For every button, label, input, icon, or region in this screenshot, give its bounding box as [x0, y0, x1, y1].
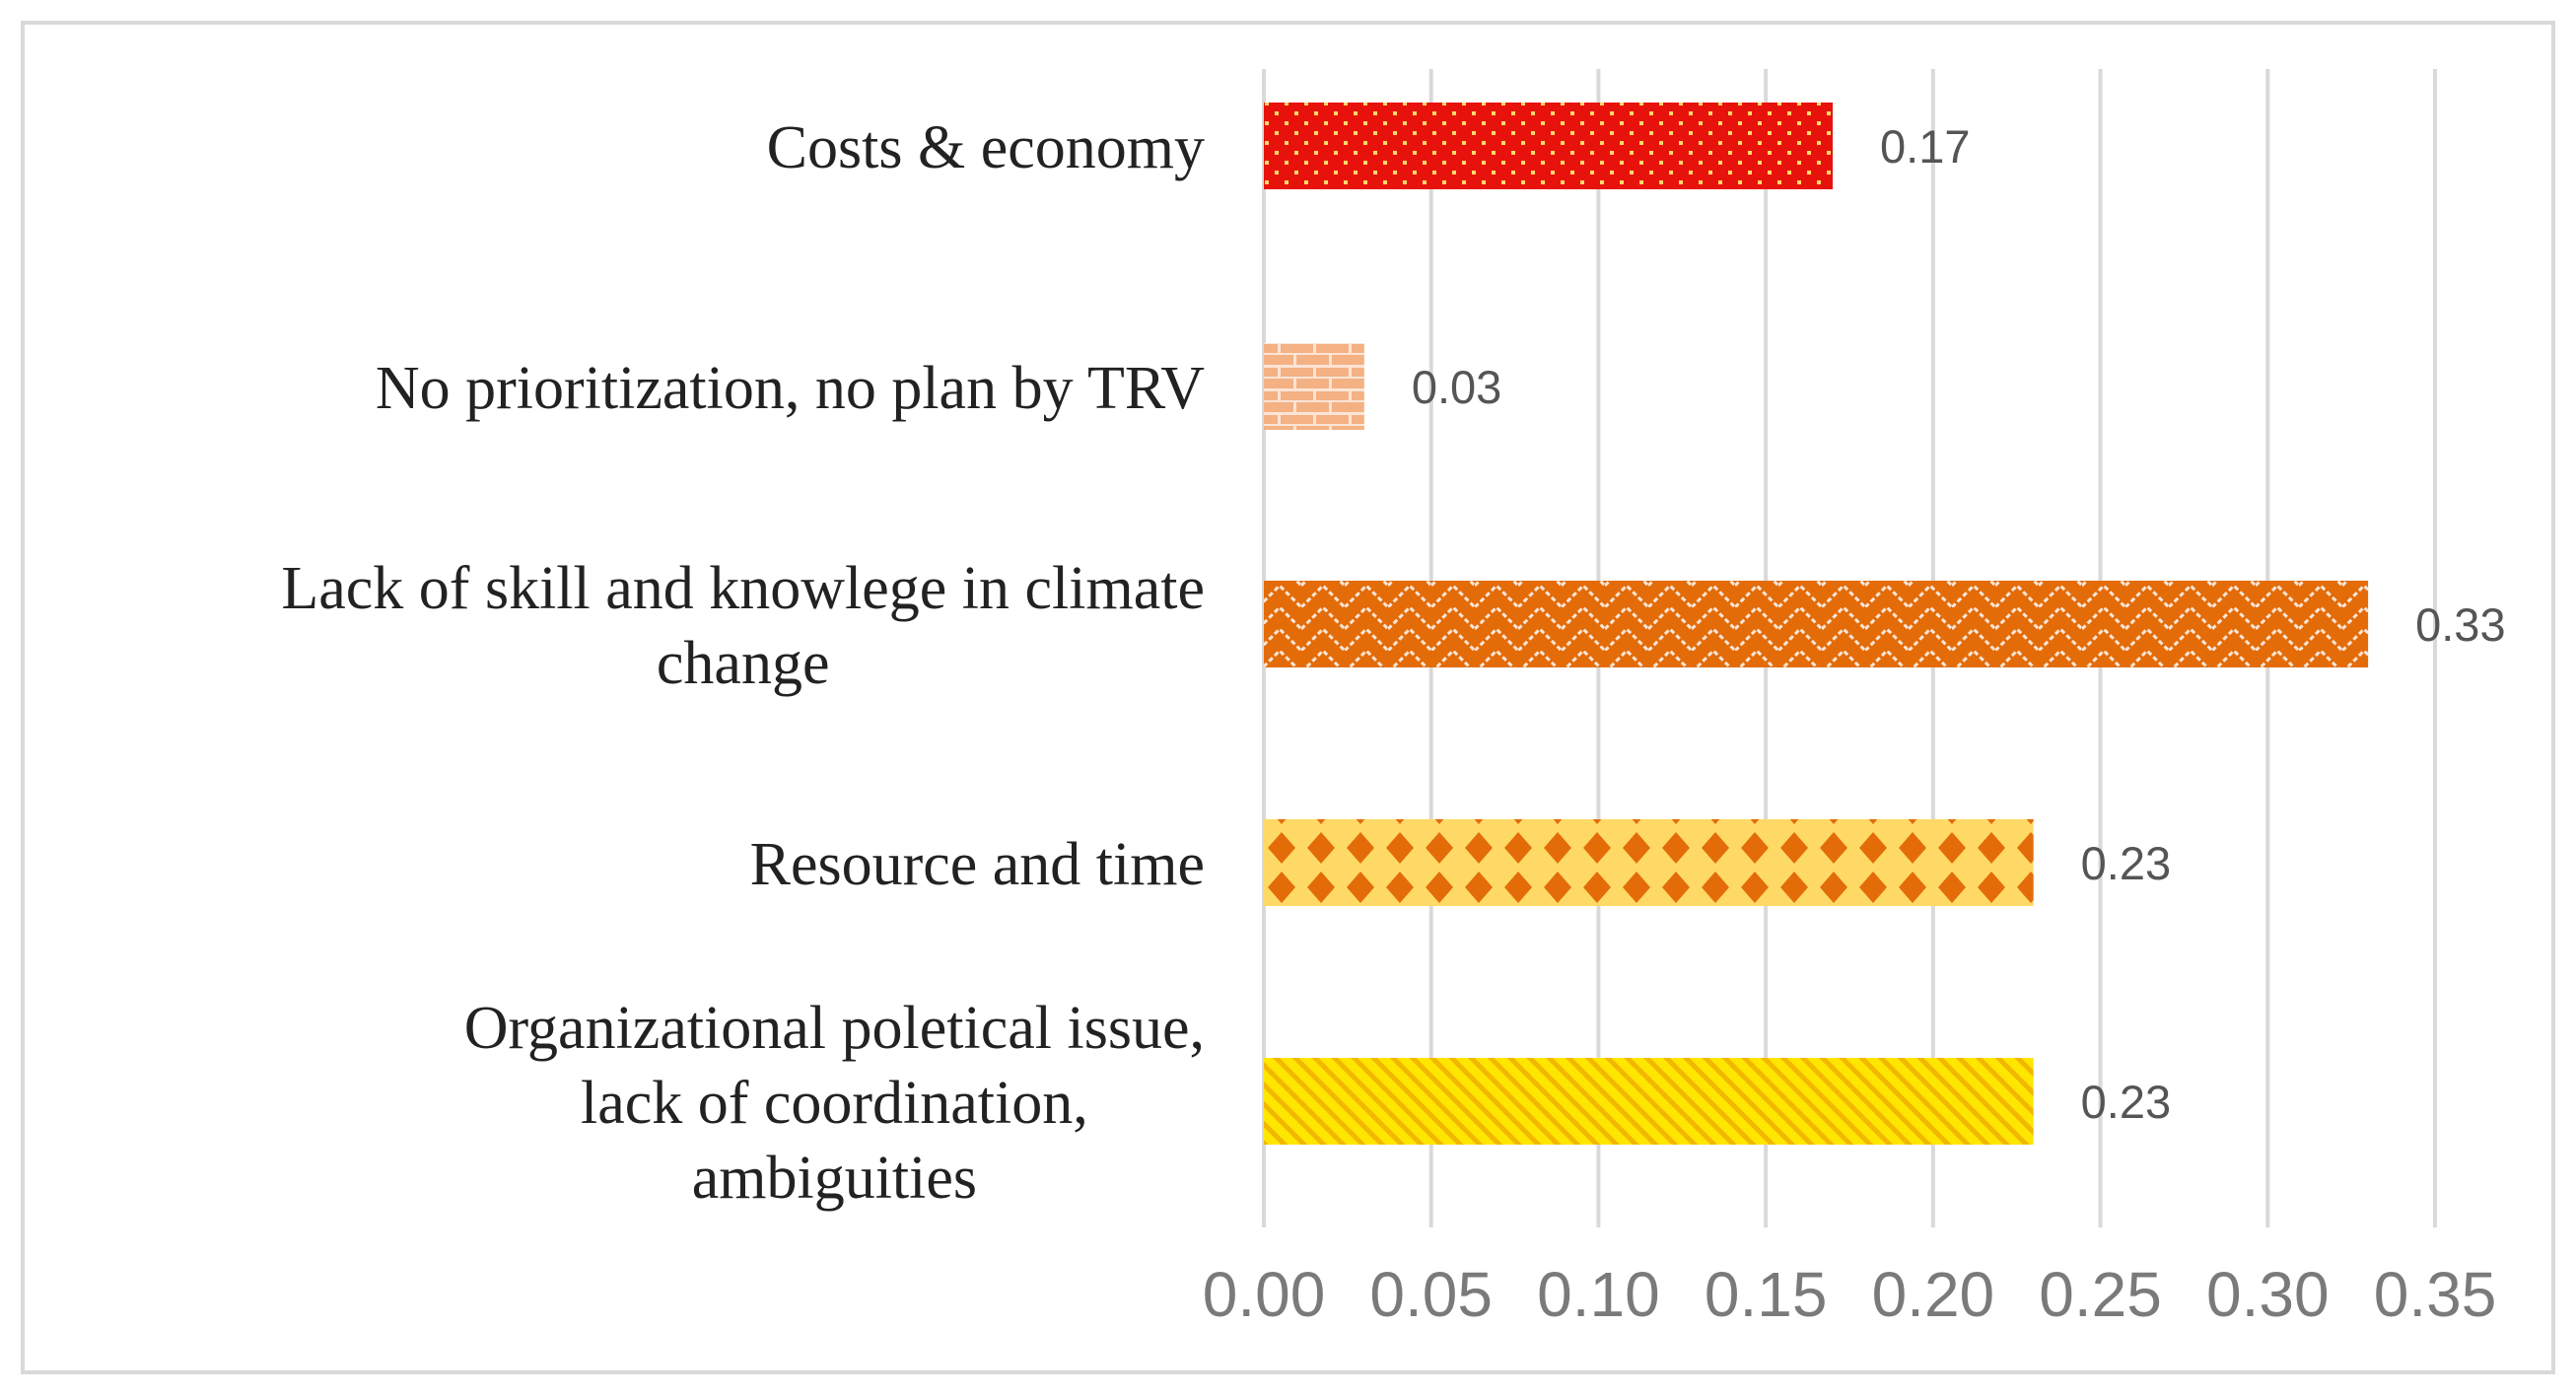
x-axis-ticks: 0.00 0.05 0.10 0.15 0.20 0.25 0.30 0.35 [1203, 1259, 2497, 1330]
bar-0 [1264, 103, 1834, 189]
category-label-4-line-0: Organizational poletical issue, [464, 995, 1205, 1062]
x-tick-label-5: 0.25 [2039, 1259, 2162, 1330]
bar-4 [1264, 1058, 2034, 1145]
data-label-2: 0.33 [2415, 598, 2505, 651]
bar-3 [1264, 819, 2034, 906]
category-labels: Costs & economy No prioritization, no pla… [281, 114, 1205, 1212]
data-label-4: 0.23 [2081, 1076, 2171, 1128]
data-labels: 0.17 0.03 0.33 0.23 0.23 [1412, 120, 2506, 1128]
x-tick-label-3: 0.15 [1705, 1259, 1828, 1330]
x-tick-label-7: 0.35 [2374, 1259, 2497, 1330]
category-label-2-line-0: Lack of skill and knowlege in climate [281, 555, 1205, 622]
bar-2 [1264, 581, 2369, 667]
category-label-4-line-1: lack of coordination, [581, 1070, 1088, 1137]
data-label-0: 0.17 [1880, 120, 1970, 173]
x-tick-label-4: 0.20 [1872, 1259, 1995, 1330]
data-label-1: 0.03 [1412, 361, 1501, 413]
data-label-3: 0.23 [2081, 837, 2171, 889]
category-label-0-line-0: Costs & economy [767, 114, 1205, 181]
x-tick-label-2: 0.10 [1537, 1259, 1660, 1330]
bars [1264, 103, 2369, 1145]
chart-frame [21, 21, 2555, 1374]
bar-1 [1264, 343, 1364, 430]
category-label-2-line-1: change [657, 630, 830, 697]
category-label-3-line-0: Resource and time [750, 831, 1205, 898]
x-tick-label-6: 0.30 [2206, 1259, 2330, 1330]
x-tick-label-1: 0.05 [1369, 1259, 1493, 1330]
x-tick-label-0: 0.00 [1203, 1259, 1326, 1330]
category-label-4-line-2: ambiguities [692, 1145, 977, 1212]
category-label-1-line-0: No prioritization, no plan by TRV [376, 355, 1205, 422]
